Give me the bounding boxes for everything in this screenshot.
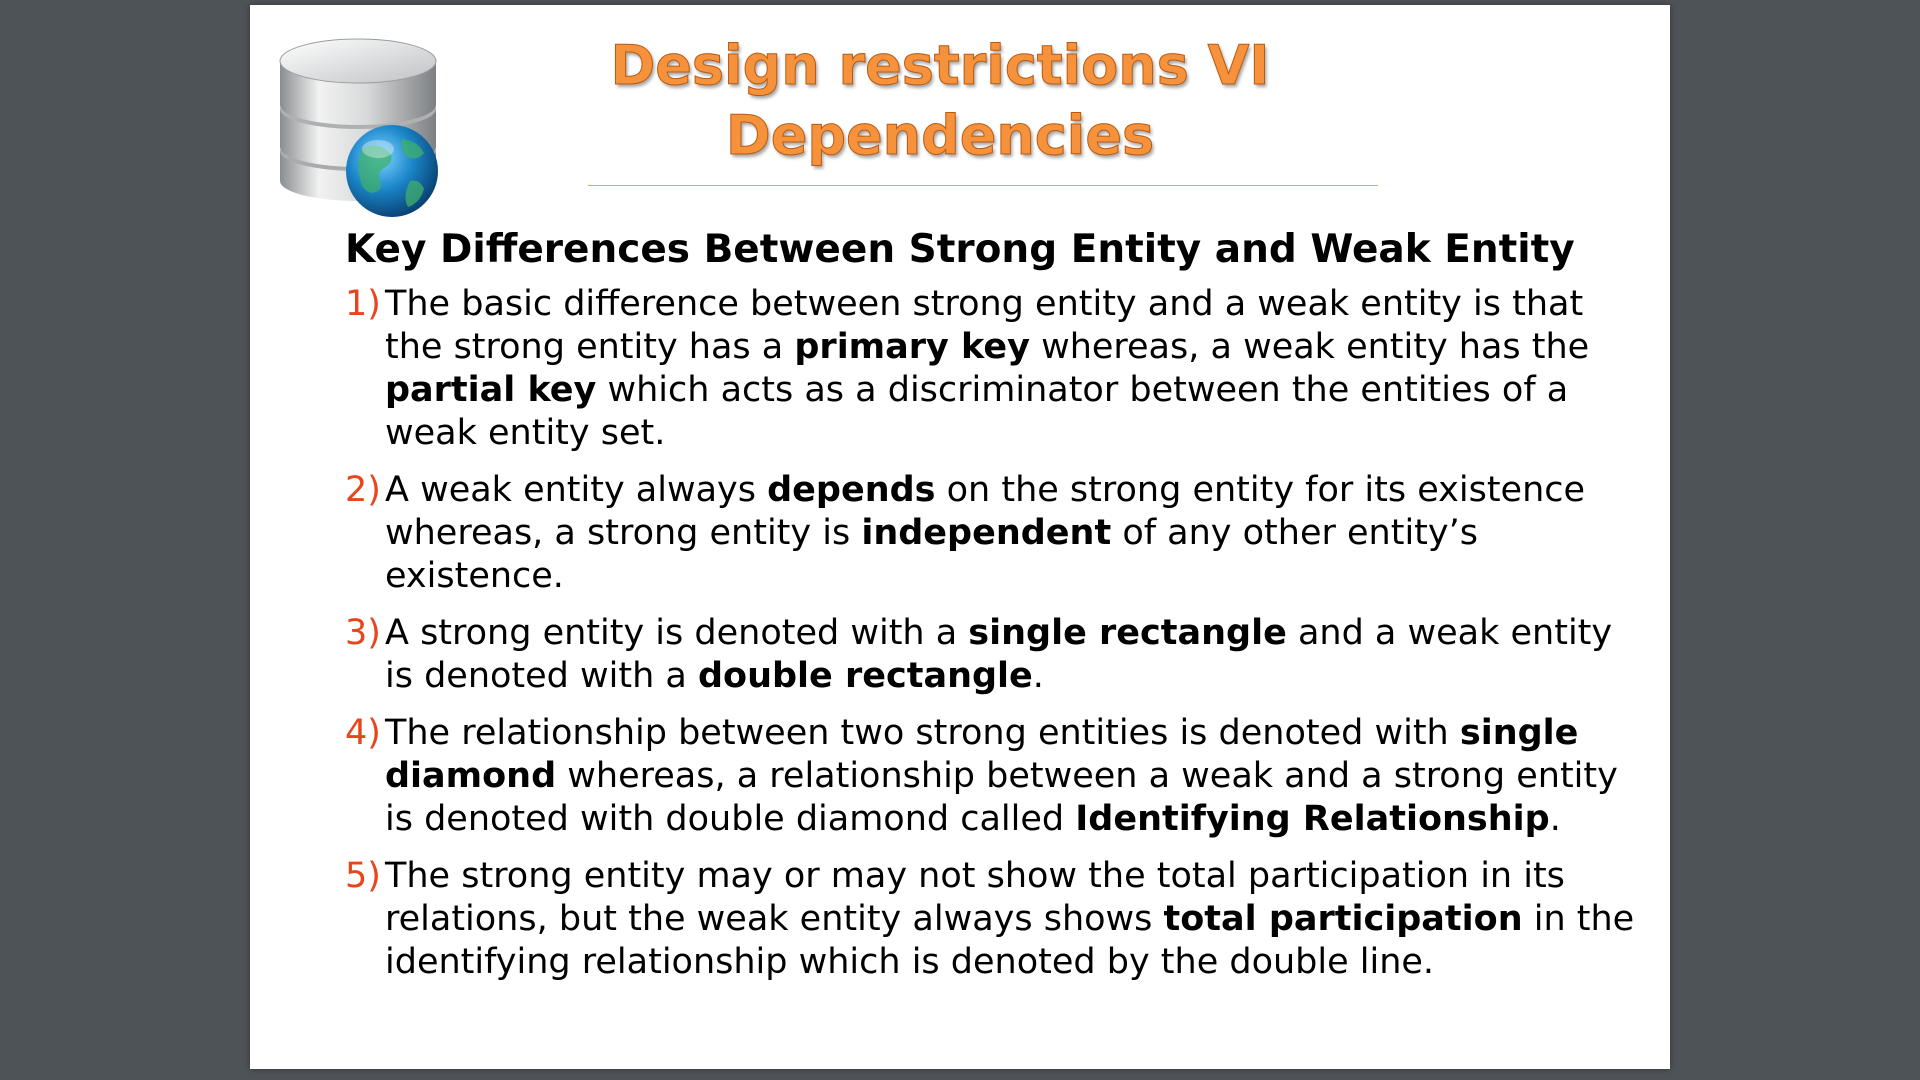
text-segment: whereas, a weak entity has the: [1029, 327, 1590, 367]
bold-term: single diamond: [385, 713, 1579, 796]
bold-term: double rectangle: [697, 656, 1033, 696]
list-item-text: A weak entity always depends on the stro…: [385, 470, 1585, 596]
bold-term: partial key: [385, 370, 597, 410]
text-segment: The relationship between two strong enti…: [385, 713, 1460, 753]
slide: Design restrictions VI Dependencies Key …: [250, 5, 1670, 1069]
list-item: 5) The strong entity may or may not show …: [345, 855, 1645, 984]
list-item-number: 4): [345, 713, 381, 753]
slide-title-line-1: Design restrictions VI: [610, 34, 1270, 98]
title-divider: [588, 185, 1378, 186]
list-item: 1) The basic difference between strong e…: [345, 283, 1645, 455]
list-item-number: 5): [345, 856, 381, 896]
bold-term: Identifying Relationship: [1075, 799, 1550, 839]
text-segment: The strong entity may or may not show th…: [385, 856, 1565, 939]
text-segment: and a weak entity is denoted with a: [385, 613, 1613, 696]
text-segment: which acts as a discriminator between th…: [385, 370, 1569, 453]
text-segment: in the identifying relationship which is…: [385, 899, 1635, 982]
differences-list: 1) The basic difference between strong e…: [345, 283, 1645, 998]
database-globe-icon: [279, 38, 438, 217]
section-heading: Key Differences Between Strong Entity an…: [345, 227, 1575, 272]
bold-term: single rectangle: [968, 613, 1287, 653]
text-segment: A strong entity is denoted with a: [385, 613, 969, 653]
list-item: 4) The relationship between two strong en…: [345, 712, 1645, 841]
text-segment: A weak entity always: [385, 470, 768, 510]
bold-term: total participation: [1163, 899, 1523, 939]
text-segment: .: [1549, 799, 1561, 839]
slide-title-line-2: Dependencies: [725, 104, 1155, 168]
list-item: 3) A strong entity is denoted with a sing…: [345, 612, 1645, 698]
list-item: 2) A weak entity always depends on the s…: [345, 469, 1645, 598]
text-segment: .: [1032, 656, 1044, 696]
list-item-text: The strong entity may or may not show th…: [385, 856, 1634, 982]
bold-term: primary key: [794, 327, 1030, 367]
bold-term: independent: [861, 513, 1112, 553]
text-segment: on the strong entity for its existence w…: [385, 470, 1586, 553]
text-segment: The basic difference between strong enti…: [385, 284, 1584, 367]
list-item-number: 2): [345, 470, 381, 510]
text-segment: whereas, a relationship between a weak a…: [385, 756, 1618, 839]
list-item-number: 3): [345, 613, 381, 653]
list-item-text: A strong entity is denoted with a single…: [385, 613, 1612, 696]
text-segment: of any other entity’s existence.: [385, 513, 1478, 596]
list-item-text: The basic difference between strong enti…: [385, 284, 1589, 453]
list-item-text: The relationship between two strong enti…: [385, 713, 1618, 839]
list-item-number: 1): [345, 284, 381, 324]
bold-term: depends: [767, 470, 936, 510]
slide-title: Design restrictions VI Dependencies: [540, 31, 1340, 171]
